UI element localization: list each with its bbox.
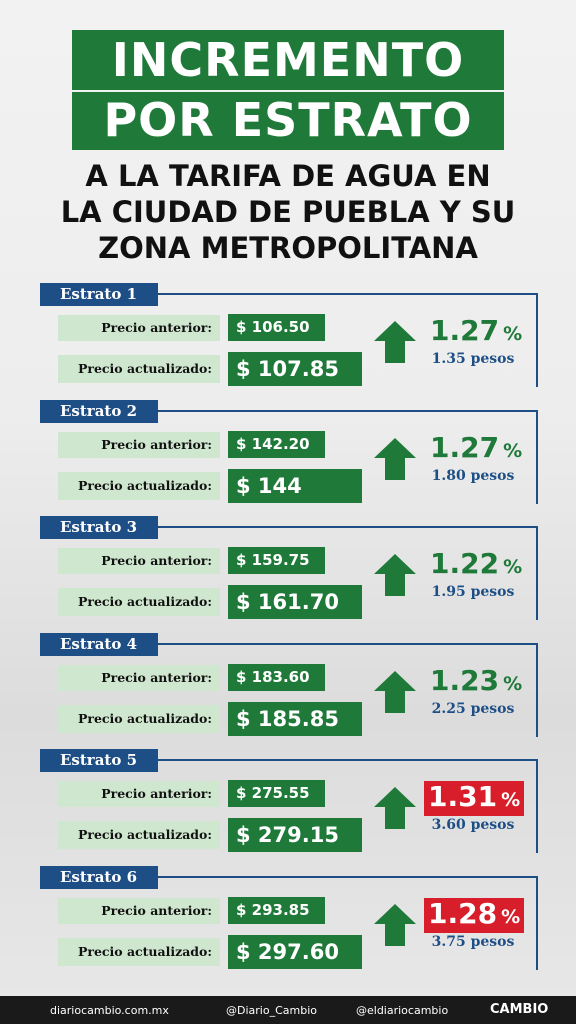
- divider: [158, 642, 538, 645]
- x-handle: @Diario_Cambio: [226, 1004, 317, 1017]
- pesos: 2.25 pesos: [431, 700, 515, 717]
- new-price: $ 107.85: [228, 352, 362, 386]
- percent-value: 1.27: [430, 430, 500, 464]
- arrow-icon: [374, 437, 416, 480]
- divider: [536, 875, 538, 970]
- percent-unit: %: [503, 439, 523, 462]
- pesos: 3.60 pesos: [431, 817, 515, 833]
- percent: 1.28%: [424, 896, 525, 933]
- price-label: Precio anterior:: [58, 548, 220, 574]
- up-arrow: [374, 903, 416, 946]
- title: INCREMENTO: [72, 30, 504, 90]
- old-price: $ 183.60: [228, 663, 325, 691]
- price-label: Precio anterior:: [58, 781, 220, 807]
- old-price: $ 275.55: [228, 780, 325, 807]
- percent-value: 1.22: [430, 547, 500, 580]
- price-label: Precio actualizado:: [58, 937, 220, 966]
- price-label: Precio anterior:: [58, 897, 220, 924]
- subtitle: ZONA METROPOLITANA: [98, 231, 478, 265]
- brand: CAMBIO: [490, 1002, 549, 1017]
- new-price: $ 144: [228, 468, 362, 503]
- divider: [158, 293, 538, 295]
- price-label: Precio anterior:: [58, 431, 220, 458]
- percent: 1.23%: [426, 663, 526, 700]
- divider: [158, 759, 538, 761]
- price-label: Precio actualizado:: [58, 471, 220, 500]
- stratum-tab: Estrato 3: [40, 516, 158, 539]
- percent-unit: %: [501, 905, 521, 928]
- divider: [158, 875, 538, 878]
- pesos: 1.35 pesos: [431, 351, 515, 367]
- arrow-icon: [374, 554, 416, 596]
- percent: 1.27%: [426, 315, 526, 350]
- price-label: Precio actualizado:: [58, 588, 220, 616]
- stratum-tab: Estrato 4: [40, 632, 158, 656]
- subtitle: A LA TARIFA DE AGUA EN: [85, 159, 491, 193]
- up-arrow: [374, 787, 416, 829]
- up-arrow: [374, 321, 416, 363]
- footer: diariocambio.com.mx @Diario_Cambio @eldi…: [0, 996, 576, 1024]
- old-price: $ 142.20: [228, 430, 325, 458]
- new-price: $ 297.60: [228, 934, 362, 969]
- divider: [536, 759, 538, 853]
- facebook-handle: @eldiariocambio: [356, 1004, 449, 1017]
- percent-value: 1.31: [428, 780, 498, 813]
- pesos: 1.95 pesos: [431, 584, 515, 600]
- divider: [536, 293, 538, 387]
- old-price: $ 293.85: [228, 896, 325, 924]
- percent-value: 1.28: [428, 896, 498, 930]
- divider: [158, 409, 538, 412]
- stratum-tab: Estrato 5: [40, 749, 158, 772]
- divider: [536, 526, 538, 620]
- arrow-icon: [374, 903, 416, 946]
- arrow-icon: [374, 321, 416, 363]
- up-arrow: [374, 670, 416, 713]
- percent-unit: %: [503, 556, 523, 578]
- pesos: 3.75 pesos: [431, 933, 515, 950]
- new-price: $ 279.15: [228, 818, 362, 852]
- divider: [536, 642, 538, 737]
- website: diariocambio.com.mx: [50, 1004, 169, 1017]
- price-label: Precio actualizado:: [58, 355, 220, 383]
- stratum-tab: Estrato 2: [40, 399, 158, 423]
- stratum-tab: Estrato 1: [40, 283, 158, 306]
- percent-value: 1.27: [430, 314, 500, 347]
- title: POR ESTRATO: [72, 92, 504, 150]
- up-arrow: [374, 437, 416, 480]
- arrow-icon: [374, 670, 416, 713]
- price-label: Precio anterior:: [58, 315, 220, 341]
- price-label: Precio actualizado:: [58, 704, 220, 733]
- pesos: 1.80 pesos: [431, 467, 515, 484]
- arrow-icon: [374, 787, 416, 829]
- new-price: $ 161.70: [228, 585, 362, 619]
- up-arrow: [374, 554, 416, 596]
- percent: 1.31%: [424, 780, 525, 816]
- percent: 1.22%: [426, 548, 526, 583]
- percent: 1.27%: [426, 430, 526, 467]
- stratum-tab: Estrato 6: [40, 865, 158, 889]
- price-label: Precio actualizado:: [58, 821, 220, 849]
- divider: [158, 526, 538, 528]
- old-price: $ 106.50: [228, 314, 325, 341]
- percent-unit: %: [501, 789, 521, 811]
- percent-value: 1.23: [430, 663, 500, 697]
- divider: [536, 409, 538, 504]
- price-label: Precio anterior:: [58, 664, 220, 691]
- subtitle: LA CIUDAD DE PUEBLA Y SU: [60, 195, 516, 229]
- old-price: $ 159.75: [228, 547, 325, 574]
- percent-unit: %: [503, 672, 523, 695]
- percent-unit: %: [503, 323, 523, 345]
- new-price: $ 185.85: [228, 701, 362, 736]
